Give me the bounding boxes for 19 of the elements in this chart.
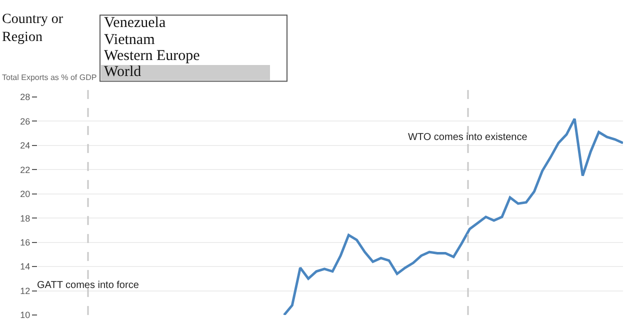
y-tick-label: 26 [20,116,30,126]
y-tick-label: 28 [20,92,30,102]
line-series [282,118,623,315]
text: Venezuela [104,15,166,31]
annotation: GATT comes into force [37,280,140,291]
text: Vietnam [104,32,156,48]
text: Western Europe [104,48,200,64]
text: Country or Region [2,12,64,46]
y-tick-label: 14 [20,262,30,272]
y-axis-title: Total Exports as % of GDP [2,73,97,82]
annotation: WTO comes into existence [408,132,528,143]
y-tick-label: 22 [20,164,30,175]
y-tick-label: 24 [20,140,30,151]
y-tick-label: 12 [20,286,30,296]
y-tick-label: 18 [20,213,30,224]
y-tick-label: 16 [20,237,30,248]
text: World [104,64,142,80]
y-tick-label: 10 [20,310,30,320]
y-tick-label: 20 [20,189,30,200]
